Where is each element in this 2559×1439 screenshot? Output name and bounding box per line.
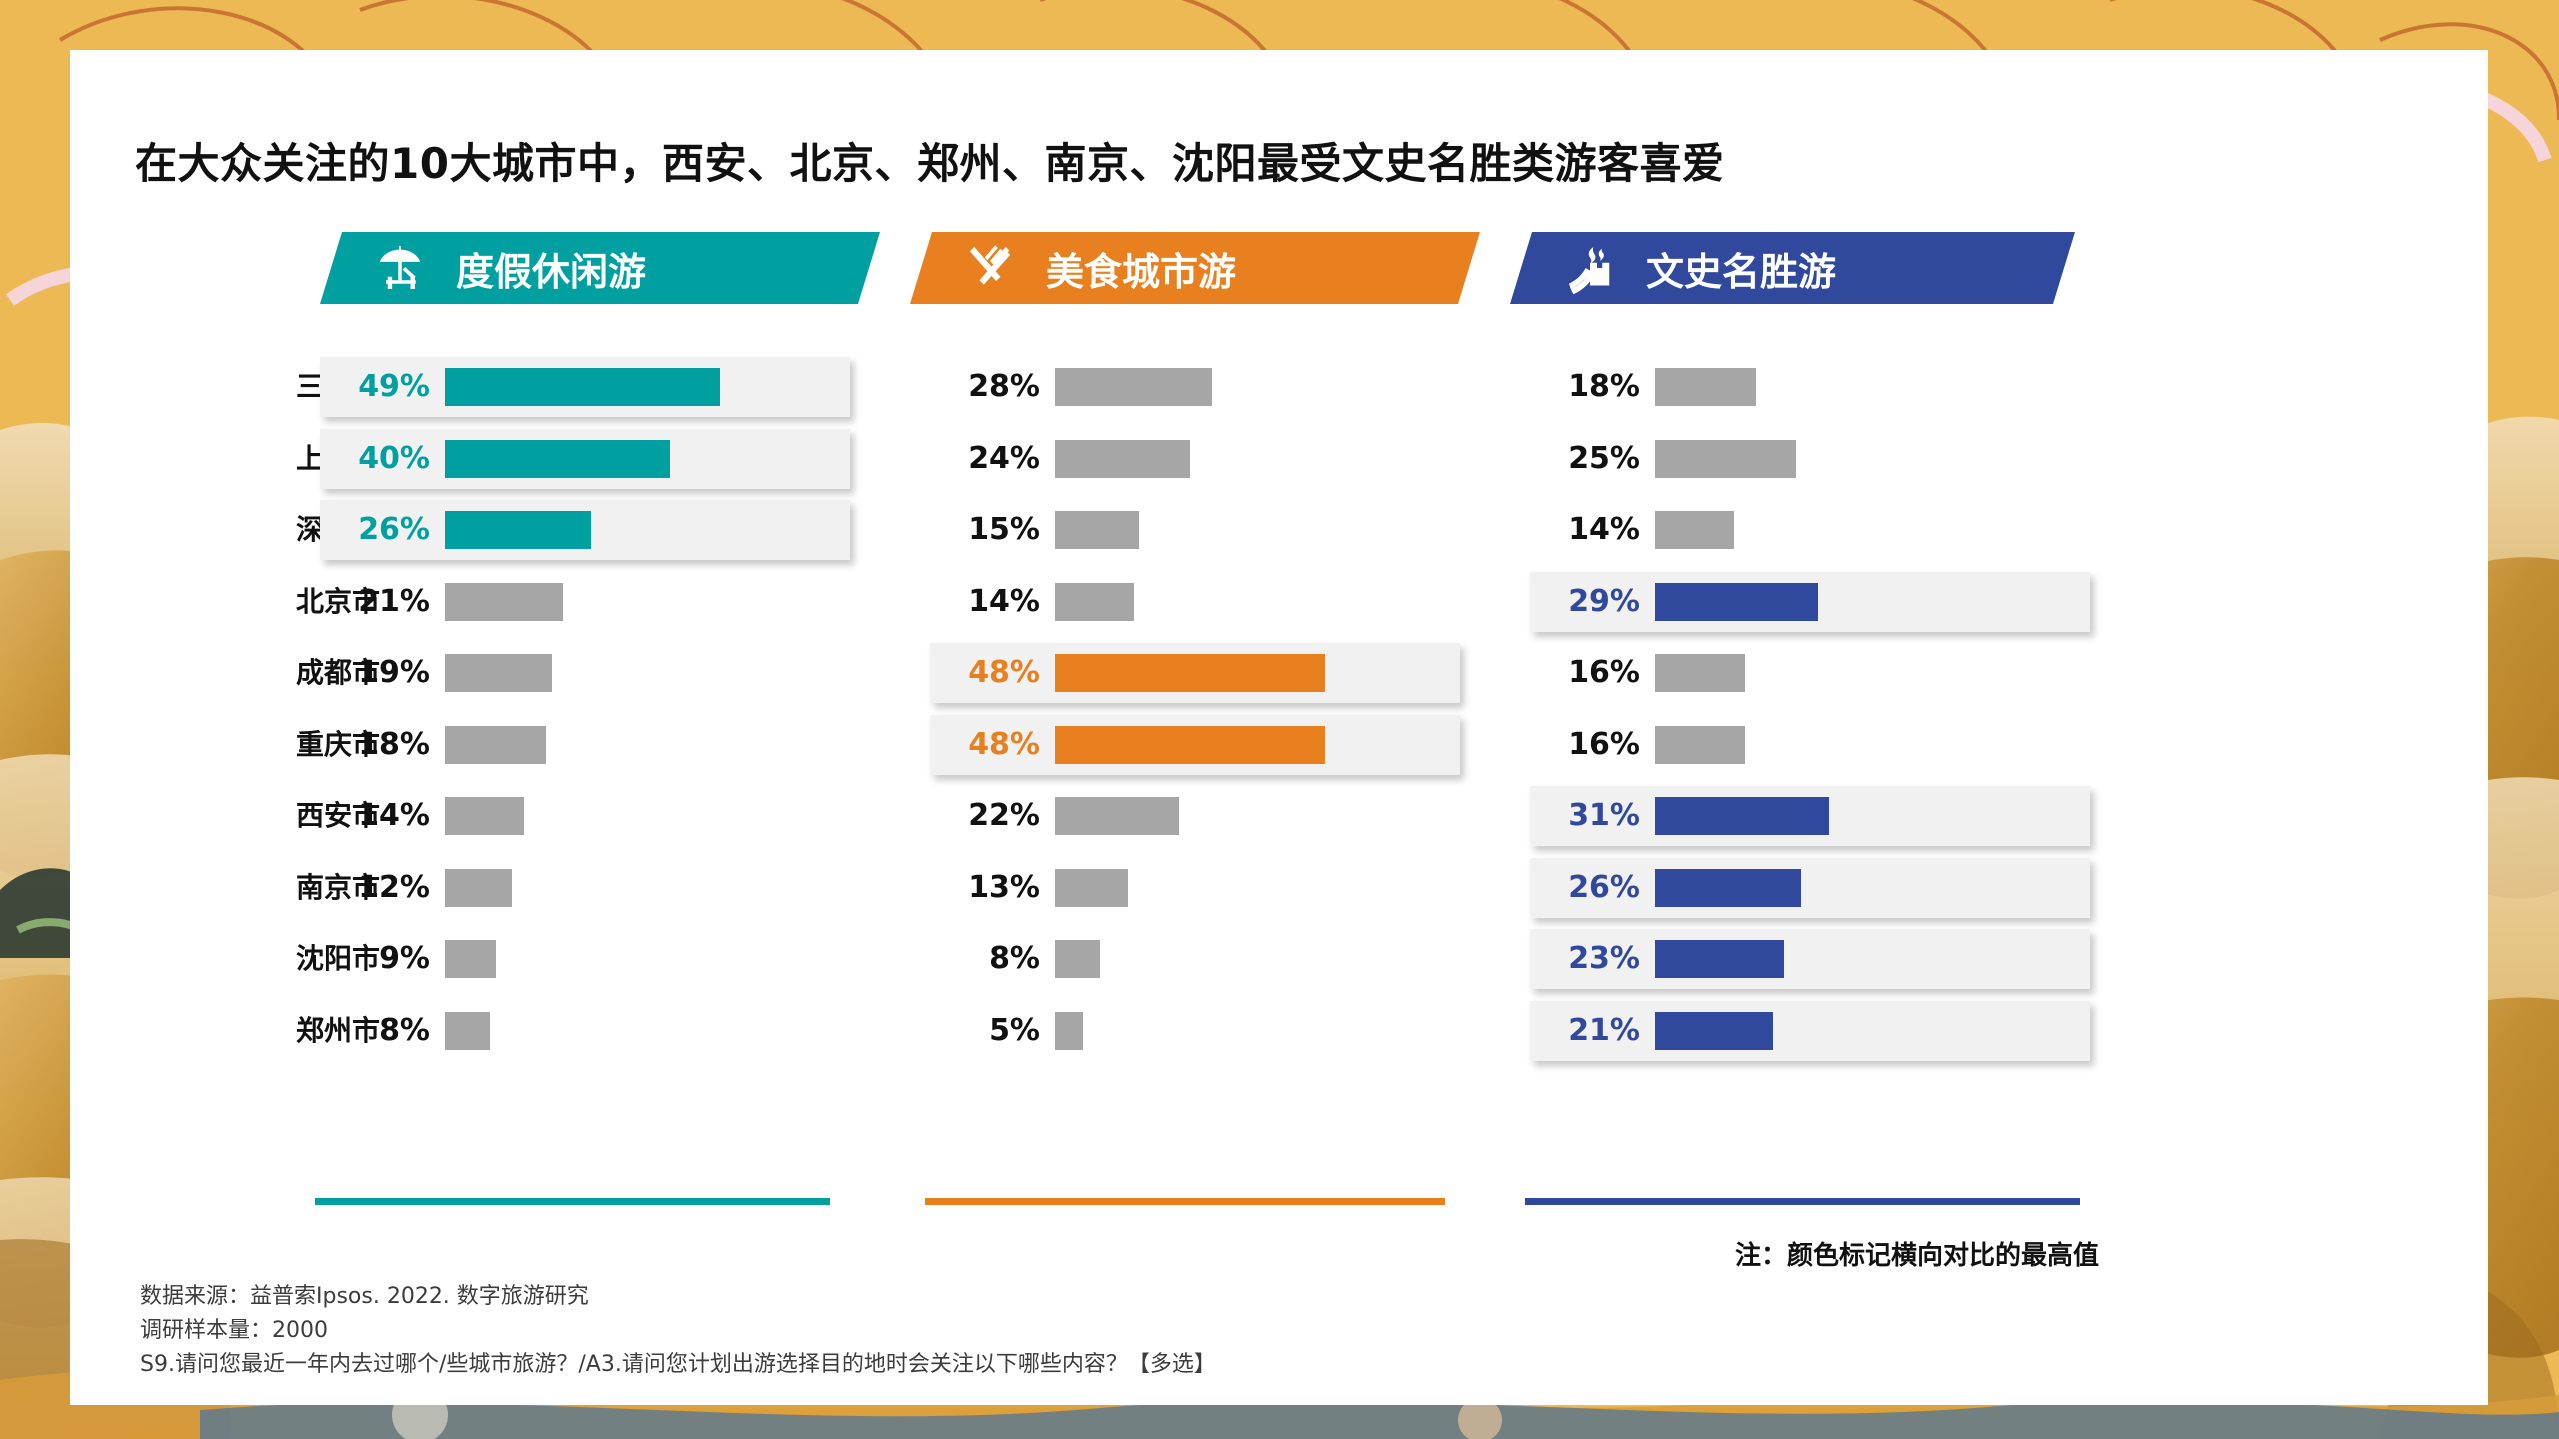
chart-note: 注：颜色标记横向对比的最高值: [1735, 1241, 2100, 1271]
bar: [445, 797, 524, 835]
value-label: 28%: [968, 369, 1040, 404]
footnote-line-1: 数据来源：益普索Ipsos. 2022. 数字旅游研究: [140, 1284, 589, 1309]
value-label: 26%: [1568, 869, 1640, 905]
bar: [445, 654, 552, 692]
page-title: 在大众关注的10大城市中，西安、北京、郑州、南京、沈阳最受文史名胜类游客喜爱: [135, 139, 1725, 188]
highlight-card: [1530, 857, 2090, 918]
value-label: 14%: [358, 798, 430, 833]
value-label: 23%: [1568, 941, 1640, 976]
value-label: 5%: [989, 1012, 1040, 1048]
value-label: 14%: [968, 583, 1040, 619]
bar: [1055, 868, 1128, 907]
bar: [1655, 368, 1756, 406]
content-card: 在大众关注的10大城市中，西安、北京、郑州、南京、沈阳最受文史名胜类游客喜爱 度…: [70, 50, 2488, 1405]
category-label: 南京市: [295, 870, 380, 904]
highlight-card: [1530, 929, 2090, 989]
bar: [1055, 439, 1190, 478]
value-label: 49%: [358, 369, 430, 404]
value-label: 22%: [968, 798, 1040, 833]
footnote-line-3: S9.请问您最近一年内去过哪个/些城市旅游？/A3.请问您计划出游选择目的地时会…: [140, 1352, 1216, 1377]
bar: [1655, 868, 1801, 907]
bar: [445, 725, 546, 764]
value-label: 18%: [1568, 369, 1640, 404]
bar: [1655, 1011, 1773, 1050]
source-footnote: 数据来源：益普索Ipsos. 2022. 数字旅游研究 调研样本量：2000 S…: [140, 1280, 1216, 1382]
bar: [1055, 940, 1100, 978]
value-label: 21%: [358, 583, 430, 619]
column-header-1: 度假休闲游: [320, 232, 880, 304]
column-header-2: 美食城市游: [910, 232, 1480, 304]
bar: [1055, 368, 1212, 406]
great-wall-icon: [1560, 240, 1620, 296]
value-label: 29%: [1568, 583, 1640, 619]
fork-knife-icon: [960, 240, 1020, 296]
column-header-label: 美食城市游: [1046, 249, 1237, 294]
bar: [1055, 511, 1139, 549]
bar: [1655, 439, 1796, 478]
bar: [1655, 725, 1745, 764]
category-label: 郑州市: [295, 1013, 380, 1047]
value-label: 16%: [1568, 655, 1640, 690]
bar: [1655, 582, 1818, 621]
category-label: 重庆市: [295, 727, 380, 761]
bar: [1055, 582, 1134, 621]
bar: [1055, 797, 1179, 835]
value-label: 16%: [1568, 726, 1640, 762]
bar: [1655, 511, 1734, 549]
bar: [445, 368, 720, 406]
bar: [1055, 725, 1325, 764]
highlight-card: [1530, 1000, 2090, 1061]
bar: [445, 940, 496, 978]
column-header-label: 文史名胜游: [1646, 249, 1837, 294]
bar: [1655, 797, 1829, 835]
value-label: 21%: [1568, 1012, 1640, 1048]
value-label: 24%: [968, 440, 1040, 476]
column-baseline-rule-1: [315, 1198, 830, 1205]
grouped-bar-chart: 度假休闲游美食城市游文史名胜游三亚市上海市深圳市北京市成都市重庆市西安市南京市沈…: [70, 50, 2488, 1405]
bar: [445, 511, 591, 549]
bar: [445, 439, 670, 478]
category-label: 西安市: [295, 799, 380, 832]
category-label: 北京市: [295, 584, 380, 618]
bar: [1055, 654, 1325, 692]
value-label: 8%: [989, 941, 1040, 976]
value-label: 12%: [358, 869, 430, 905]
value-label: 14%: [1568, 512, 1640, 547]
footnote-line-2: 调研样本量：2000: [140, 1318, 328, 1343]
column-header-3: 文史名胜游: [1510, 232, 2075, 304]
bar: [445, 582, 563, 621]
value-label: 25%: [1568, 440, 1640, 476]
value-label: 8%: [379, 1012, 430, 1048]
value-label: 31%: [1568, 798, 1640, 833]
value-label: 18%: [358, 726, 430, 762]
value-label: 26%: [358, 512, 430, 547]
value-label: 40%: [358, 440, 430, 476]
bar: [445, 1011, 490, 1050]
column-baseline-rule-2: [925, 1198, 1445, 1205]
category-label: 成都市: [295, 656, 380, 689]
bar: [1655, 940, 1784, 978]
value-label: 19%: [358, 655, 430, 690]
bar: [445, 868, 512, 907]
column-header-label: 度假休闲游: [456, 249, 647, 294]
value-label: 48%: [968, 655, 1040, 690]
beach-umbrella-icon: [370, 240, 430, 296]
category-label: 沈阳市: [295, 942, 380, 975]
value-label: 48%: [968, 726, 1040, 762]
bar: [1655, 654, 1745, 692]
column-baseline-rule-3: [1525, 1198, 2080, 1205]
bar: [1055, 1011, 1083, 1050]
value-label: 9%: [379, 941, 430, 976]
value-label: 15%: [968, 512, 1040, 547]
value-label: 13%: [968, 869, 1040, 905]
